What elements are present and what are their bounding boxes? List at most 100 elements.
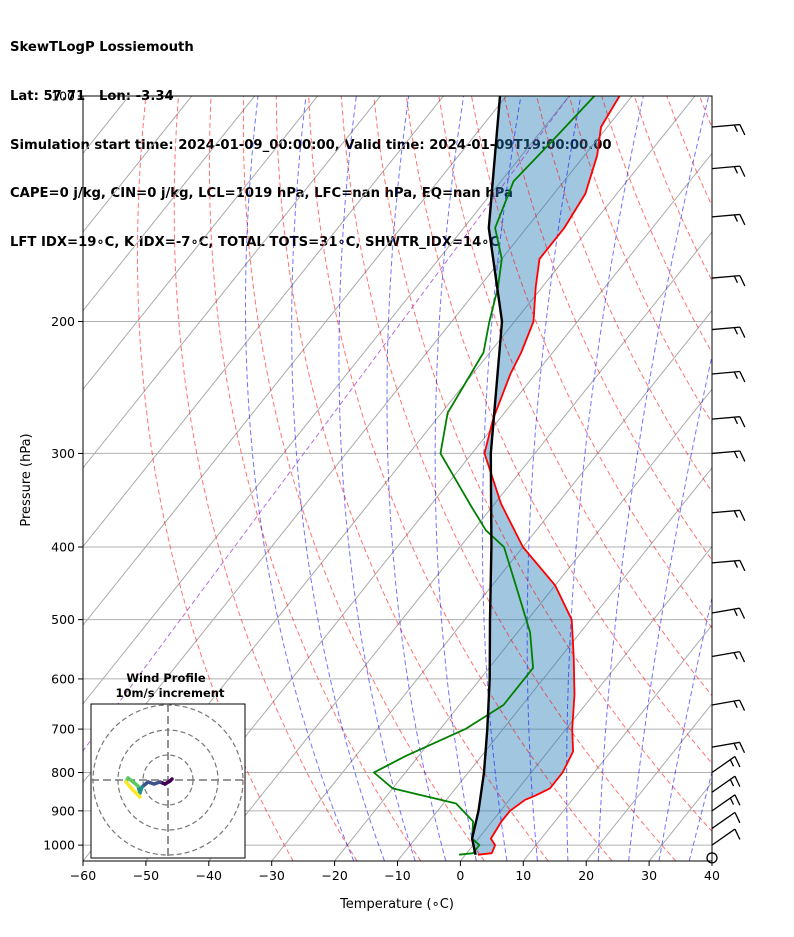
x-tick-label: 0 [456,868,464,883]
chart-axes: −60 −50 −40 −30 −20 −10 0 10 20 30 40 100 200 300 400 5… [43,89,720,884]
barb-staff [711,326,740,331]
barb-flag [733,700,738,709]
x-tick-label: −10 [384,868,410,883]
x-tick-label: −40 [196,868,222,883]
barb-flag [733,652,738,660]
barb-flag [739,214,746,226]
moist-adiabat [720,96,794,861]
dry-adiabat [242,96,485,861]
dry-adiabat [173,96,358,861]
profile-series [372,96,621,856]
barb-flag [734,812,741,824]
wind-barb [711,450,746,462]
barb-flag [739,510,746,522]
moist-adiabat [526,96,582,861]
parcel-profile-line [470,96,504,855]
barb-flag [738,699,746,711]
moist-adiabat [434,96,477,861]
barb-staff [711,699,740,706]
moist-adiabat [566,96,644,861]
barb-flag [739,371,746,383]
mixing-ratio-line [83,96,570,752]
barb-staff [711,213,740,218]
barb-flag [733,416,739,425]
barb-flag [738,651,746,663]
adiabat-lines [83,96,794,861]
barb-flag [734,828,741,840]
barb-flag [733,742,738,751]
barb-staff [711,123,740,128]
time-line: Simulation start time: 2024-01-09_00:00:… [10,137,612,153]
isotherm-line [83,96,193,233]
barb-staff [711,559,740,564]
x-tick-label: 20 [578,868,594,883]
wind-barb [711,699,746,711]
barb-flag [733,451,739,459]
calm-wind-marker [706,852,718,864]
x-tick-label: −50 [133,868,159,883]
wind-barb [711,755,741,774]
wind-barb [711,794,741,812]
barb-flag [738,742,746,754]
barb-flag [739,326,746,338]
moist-adiabat [658,595,712,861]
barb-flag [739,416,746,428]
x-tick-label: −20 [321,868,347,883]
barb-flag [739,560,746,572]
barb-staff [711,775,736,793]
cape-cin-area [472,96,620,855]
isotherm-line [334,388,712,861]
wind-barb [711,509,746,522]
barb-flag [734,775,741,787]
barb-flag [739,124,746,136]
barb-flag [739,165,746,177]
isotherm-line [208,231,712,861]
dry-adiabat [438,96,712,697]
barb-staff [711,370,740,375]
wind-barbs [706,123,746,864]
y-tick-label: 300 [51,446,75,461]
y-tick-label: 400 [51,540,75,555]
moist-adiabat [244,96,355,861]
location-line: Lat: 57.71 Lon: -3.34 [10,89,174,105]
dry-adiabat [503,96,712,561]
hodograph-segment [130,787,142,799]
y-tick-label: 600 [51,671,75,686]
barb-staff [711,811,736,829]
moist-adiabat [597,96,710,861]
x-tick-label: −30 [259,868,285,883]
wind-barb [711,165,746,177]
moist-adiabat [750,96,794,861]
isotherm-line [83,96,444,548]
barb-staff [711,828,736,846]
dry-adiabat [568,96,712,424]
barb-staff [711,755,736,774]
barb-flag [729,759,735,767]
wind-barb [711,828,741,846]
wind-barb [711,811,741,829]
moist-adiabat [481,96,522,861]
wind-barb [711,123,746,136]
barb-flag [733,124,739,132]
barb-staff [711,741,740,748]
y-tick-label: 900 [51,803,75,818]
barb-staff [711,509,740,514]
dewpoint-line [372,96,596,856]
dry-adiabat [308,96,613,861]
barb-staff [711,794,736,812]
isotherm-line [83,96,318,391]
barb-flag [733,608,738,617]
isotherm-line [585,702,712,861]
barb-flag [729,797,735,805]
wind-barb [711,741,746,754]
y-tick-label: 500 [51,612,75,627]
wind-barb [711,607,746,619]
y-tick-label: 800 [51,765,75,780]
dry-adiabat [405,96,712,765]
y-tick-label: 1000 [43,838,75,853]
moist-adiabat [338,96,416,861]
barb-staff [711,274,740,279]
x-tick-label: 30 [641,868,657,883]
barb-staff [711,450,740,455]
